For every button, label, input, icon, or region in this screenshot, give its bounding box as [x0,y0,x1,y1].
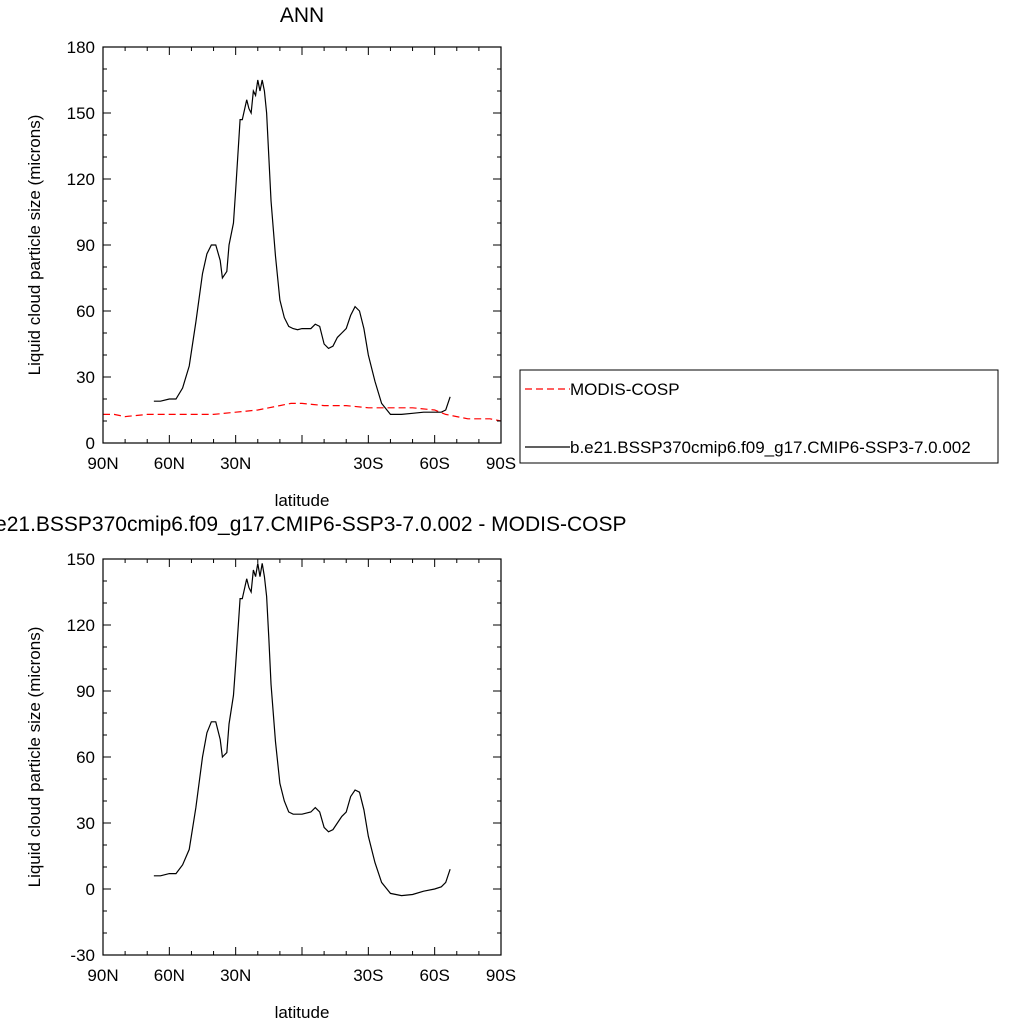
x-axis-label: latitude [275,1003,330,1022]
y-tick-label: 120 [67,170,95,189]
y-tick-label: 150 [67,550,95,569]
x-tick-label: 60S [420,454,450,473]
y-axis-label: Liquid cloud particle size (microns) [25,115,44,376]
y-tick-label: 0 [86,434,95,453]
x-tick-label: 30N [220,966,251,985]
annual-chart: ANN 90N 60N 30N 30S 60S 90S 0 30 60 90 120 150 180 l… [25,4,516,510]
y-tick-label: 150 [67,104,95,123]
x-tick-label: 30S [353,966,383,985]
y-tick-label: 0 [86,880,95,899]
x-tick-label: 60N [154,966,185,985]
x-tick-label: 90S [486,454,516,473]
y-tick-label: 120 [67,616,95,635]
chart-title: b.e21.BSSP370cmip6.f09_g17.CMIP6-SSP3-7.… [0,513,626,536]
x-tick-label: 30N [220,454,251,473]
x-tick-label: 90N [87,966,118,985]
plot-frame [102,558,502,956]
y-tick-label: 30 [76,814,95,833]
y-tick-label: 90 [76,682,95,701]
y-axis-label: Liquid cloud particle size (microns) [25,627,44,888]
series-line-0 [103,402,501,422]
series-line-0 [153,563,451,897]
x-tick-label: 90S [486,966,516,985]
y-tick-label: 90 [76,236,95,255]
y-tick-label: 180 [67,38,95,57]
legend-label-modis: MODIS-COSP [570,380,680,399]
y-tick-label: 60 [76,748,95,767]
chart-title: ANN [280,4,324,27]
y-tick-label: -30 [70,946,95,965]
legend: MODIS-COSP b.e21.BSSP370cmip6.f09_g17.CM… [519,369,999,464]
legend-box [519,369,999,464]
series-line-1 [153,79,451,415]
x-axis-label: latitude [275,491,330,510]
x-tick-label: 60S [420,966,450,985]
y-tick-label: 30 [76,368,95,387]
plot-frame [102,46,502,444]
y-tick-label: 60 [76,302,95,321]
x-tick-label: 30S [353,454,383,473]
x-tick-label: 90N [87,454,118,473]
legend-label-model: b.e21.BSSP370cmip6.f09_g17.CMIP6-SSP3-7.… [570,438,971,457]
difference-chart: b.e21.BSSP370cmip6.f09_g17.CMIP6-SSP3-7.… [0,513,626,1022]
x-tick-label: 60N [154,454,185,473]
